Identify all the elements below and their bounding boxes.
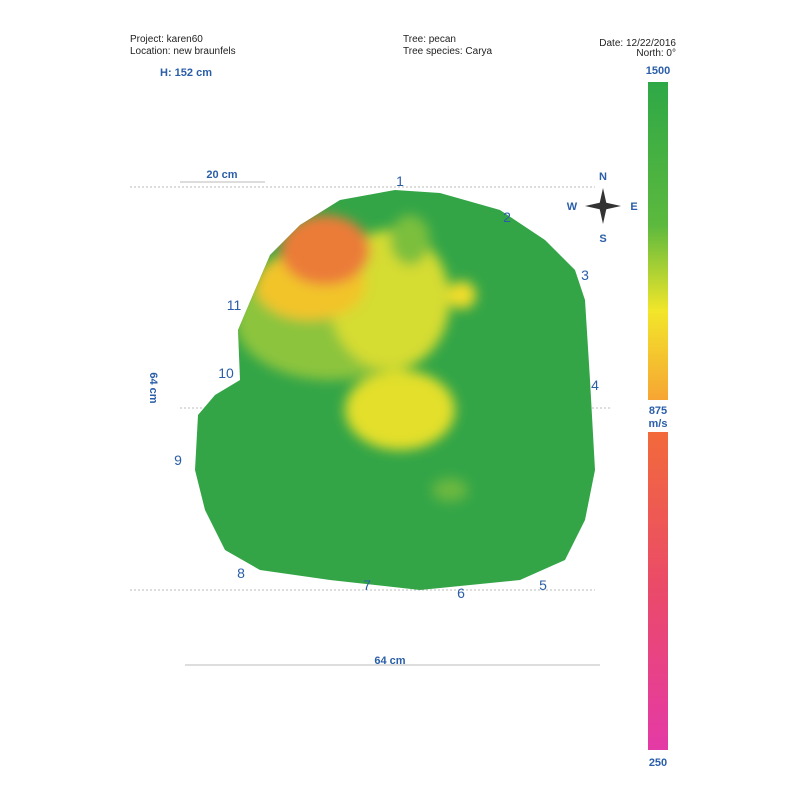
tree: Tree: pecan <box>403 34 456 45</box>
compass: N S E W <box>567 171 638 245</box>
scale-bar-lower <box>648 432 668 750</box>
compass-e: E <box>630 201 637 213</box>
sensor-label: 10 <box>218 365 234 381</box>
sensor-label: 7 <box>363 577 371 593</box>
height: H: 152 cm <box>160 67 212 79</box>
bottom-dimension: 64 cm <box>374 655 405 667</box>
scale-mid: 875 <box>649 405 667 417</box>
compass-s: S <box>599 233 606 245</box>
date: Date: 12/22/2016 <box>599 38 676 49</box>
sensors: 1 2 3 4 5 6 7 8 9 10 11 <box>174 173 599 601</box>
left-dimension: 64 cm <box>147 372 159 403</box>
compass-w: W <box>567 201 578 213</box>
scale-unit: m/s <box>649 418 668 430</box>
sensor-label: 5 <box>539 577 547 593</box>
tree-species: Tree species: Carya <box>403 46 493 57</box>
scale-max: 1500 <box>646 65 670 77</box>
sensor-label: 3 <box>581 267 589 283</box>
sensor-label: 2 <box>503 209 511 225</box>
sensor-label: 1 <box>396 173 404 189</box>
project: Project: karen60 <box>130 34 203 45</box>
scale-min: 250 <box>649 757 667 769</box>
sensor-label: 4 <box>591 377 599 393</box>
top-dimension: 20 cm <box>206 169 237 181</box>
sensor-label: 8 <box>237 565 245 581</box>
tomogram <box>195 190 595 590</box>
sensor-label: 9 <box>174 452 182 468</box>
sensor-label: 11 <box>227 297 242 313</box>
location: Location: new braunfels <box>130 46 236 57</box>
sensor-label: 6 <box>457 585 465 601</box>
north: North: 0° <box>636 48 676 59</box>
compass-n: N <box>599 171 607 183</box>
scale-bar-upper <box>648 82 668 400</box>
